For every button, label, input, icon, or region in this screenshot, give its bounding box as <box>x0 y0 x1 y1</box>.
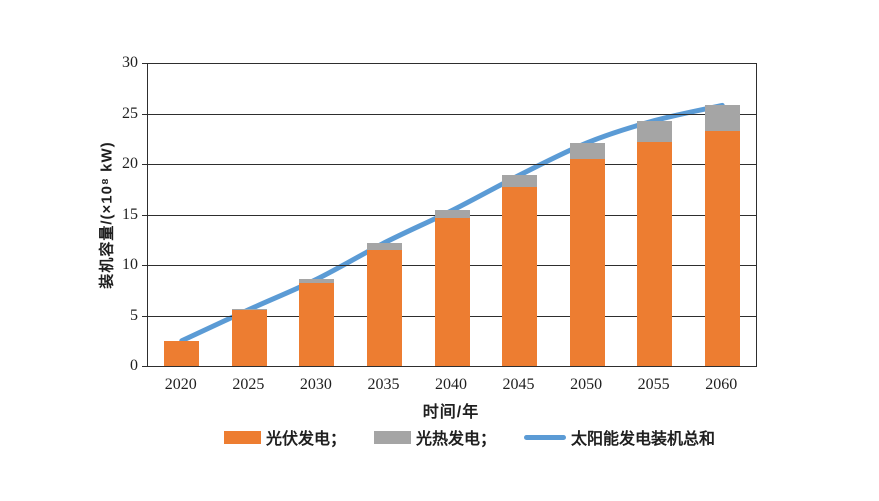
y-tick-label-10: 10 <box>122 256 138 273</box>
csp-bar-2040 <box>434 210 470 218</box>
x-tick-label-2055: 2055 <box>637 376 670 393</box>
legend-label-pv: 光伏发电； <box>266 431 347 448</box>
csp-bar-2055 <box>637 120 673 142</box>
pv-bar-2030 <box>299 283 335 366</box>
legend-label-csp: 光热发电； <box>416 431 497 448</box>
y-tick-label-15: 15 <box>122 205 138 223</box>
csp-bar-2045 <box>502 175 538 188</box>
pv-bar-2045 <box>502 187 538 366</box>
pv-bar-2055 <box>637 141 673 366</box>
legend-label-total: 太阳能发电装机总和 <box>571 431 716 448</box>
x-axis-title: 时间/年 <box>422 404 480 421</box>
csp-bar-2050 <box>569 142 605 159</box>
legend-item-total: 太阳能发电装机总和 <box>524 425 715 449</box>
legend-item-csp: 光热发电； <box>374 425 496 449</box>
y-tick-mark-25 <box>142 113 147 115</box>
y-tick-mark-20 <box>142 164 147 165</box>
y-tick-label-5: 5 <box>130 306 138 324</box>
y-tick-mark-10 <box>142 265 147 266</box>
y-tick-mark-15 <box>142 214 147 216</box>
x-tick-label-2020: 2020 <box>164 376 197 393</box>
pv-bar-swatch-icon <box>224 430 261 444</box>
pv-bar-2020 <box>164 340 200 366</box>
x-tick-label-2035: 2035 <box>367 376 400 393</box>
plot-area <box>147 63 757 367</box>
legend-item-pv: 光伏发电； <box>224 425 346 449</box>
pv-bar-2035 <box>366 249 402 366</box>
gridline-25 <box>148 113 756 115</box>
y-tick-label-20: 20 <box>122 155 138 172</box>
y-tick-label-0: 0 <box>130 357 138 374</box>
csp-bar-2060 <box>704 105 740 131</box>
pv-bar-2025 <box>231 310 267 366</box>
x-tick-label-2040: 2040 <box>435 376 467 393</box>
x-tick-label-2050: 2050 <box>570 376 603 393</box>
y-tick-label-25: 25 <box>122 104 138 122</box>
y-tick-mark-30 <box>142 63 147 64</box>
y-tick-mark-0 <box>142 366 147 367</box>
gridline-30 <box>148 63 756 64</box>
y-tick-mark-5 <box>142 315 147 317</box>
csp-bar-2030 <box>299 279 335 284</box>
x-tick-label-2025: 2025 <box>232 376 265 393</box>
legend: 光伏发电； 光热发电； 太阳能发电装机总和 <box>224 424 715 450</box>
gridline-20 <box>148 164 756 165</box>
pv-bar-2050 <box>569 158 605 366</box>
y-tick-label-30: 30 <box>122 54 138 71</box>
pv-bar-2040 <box>434 217 470 366</box>
x-tick-label-2060: 2060 <box>705 376 738 393</box>
total-line-path <box>179 102 725 344</box>
csp-bar-2035 <box>366 242 402 250</box>
csp-bar-swatch-icon <box>374 430 412 444</box>
total-line-swatch-icon <box>524 434 567 440</box>
pv-bar-2060 <box>704 130 740 366</box>
x-tick-label-2030: 2030 <box>299 376 332 393</box>
x-tick-label-2045: 2045 <box>502 376 535 393</box>
csp-bar-2025 <box>231 309 267 311</box>
total-line <box>179 102 725 344</box>
